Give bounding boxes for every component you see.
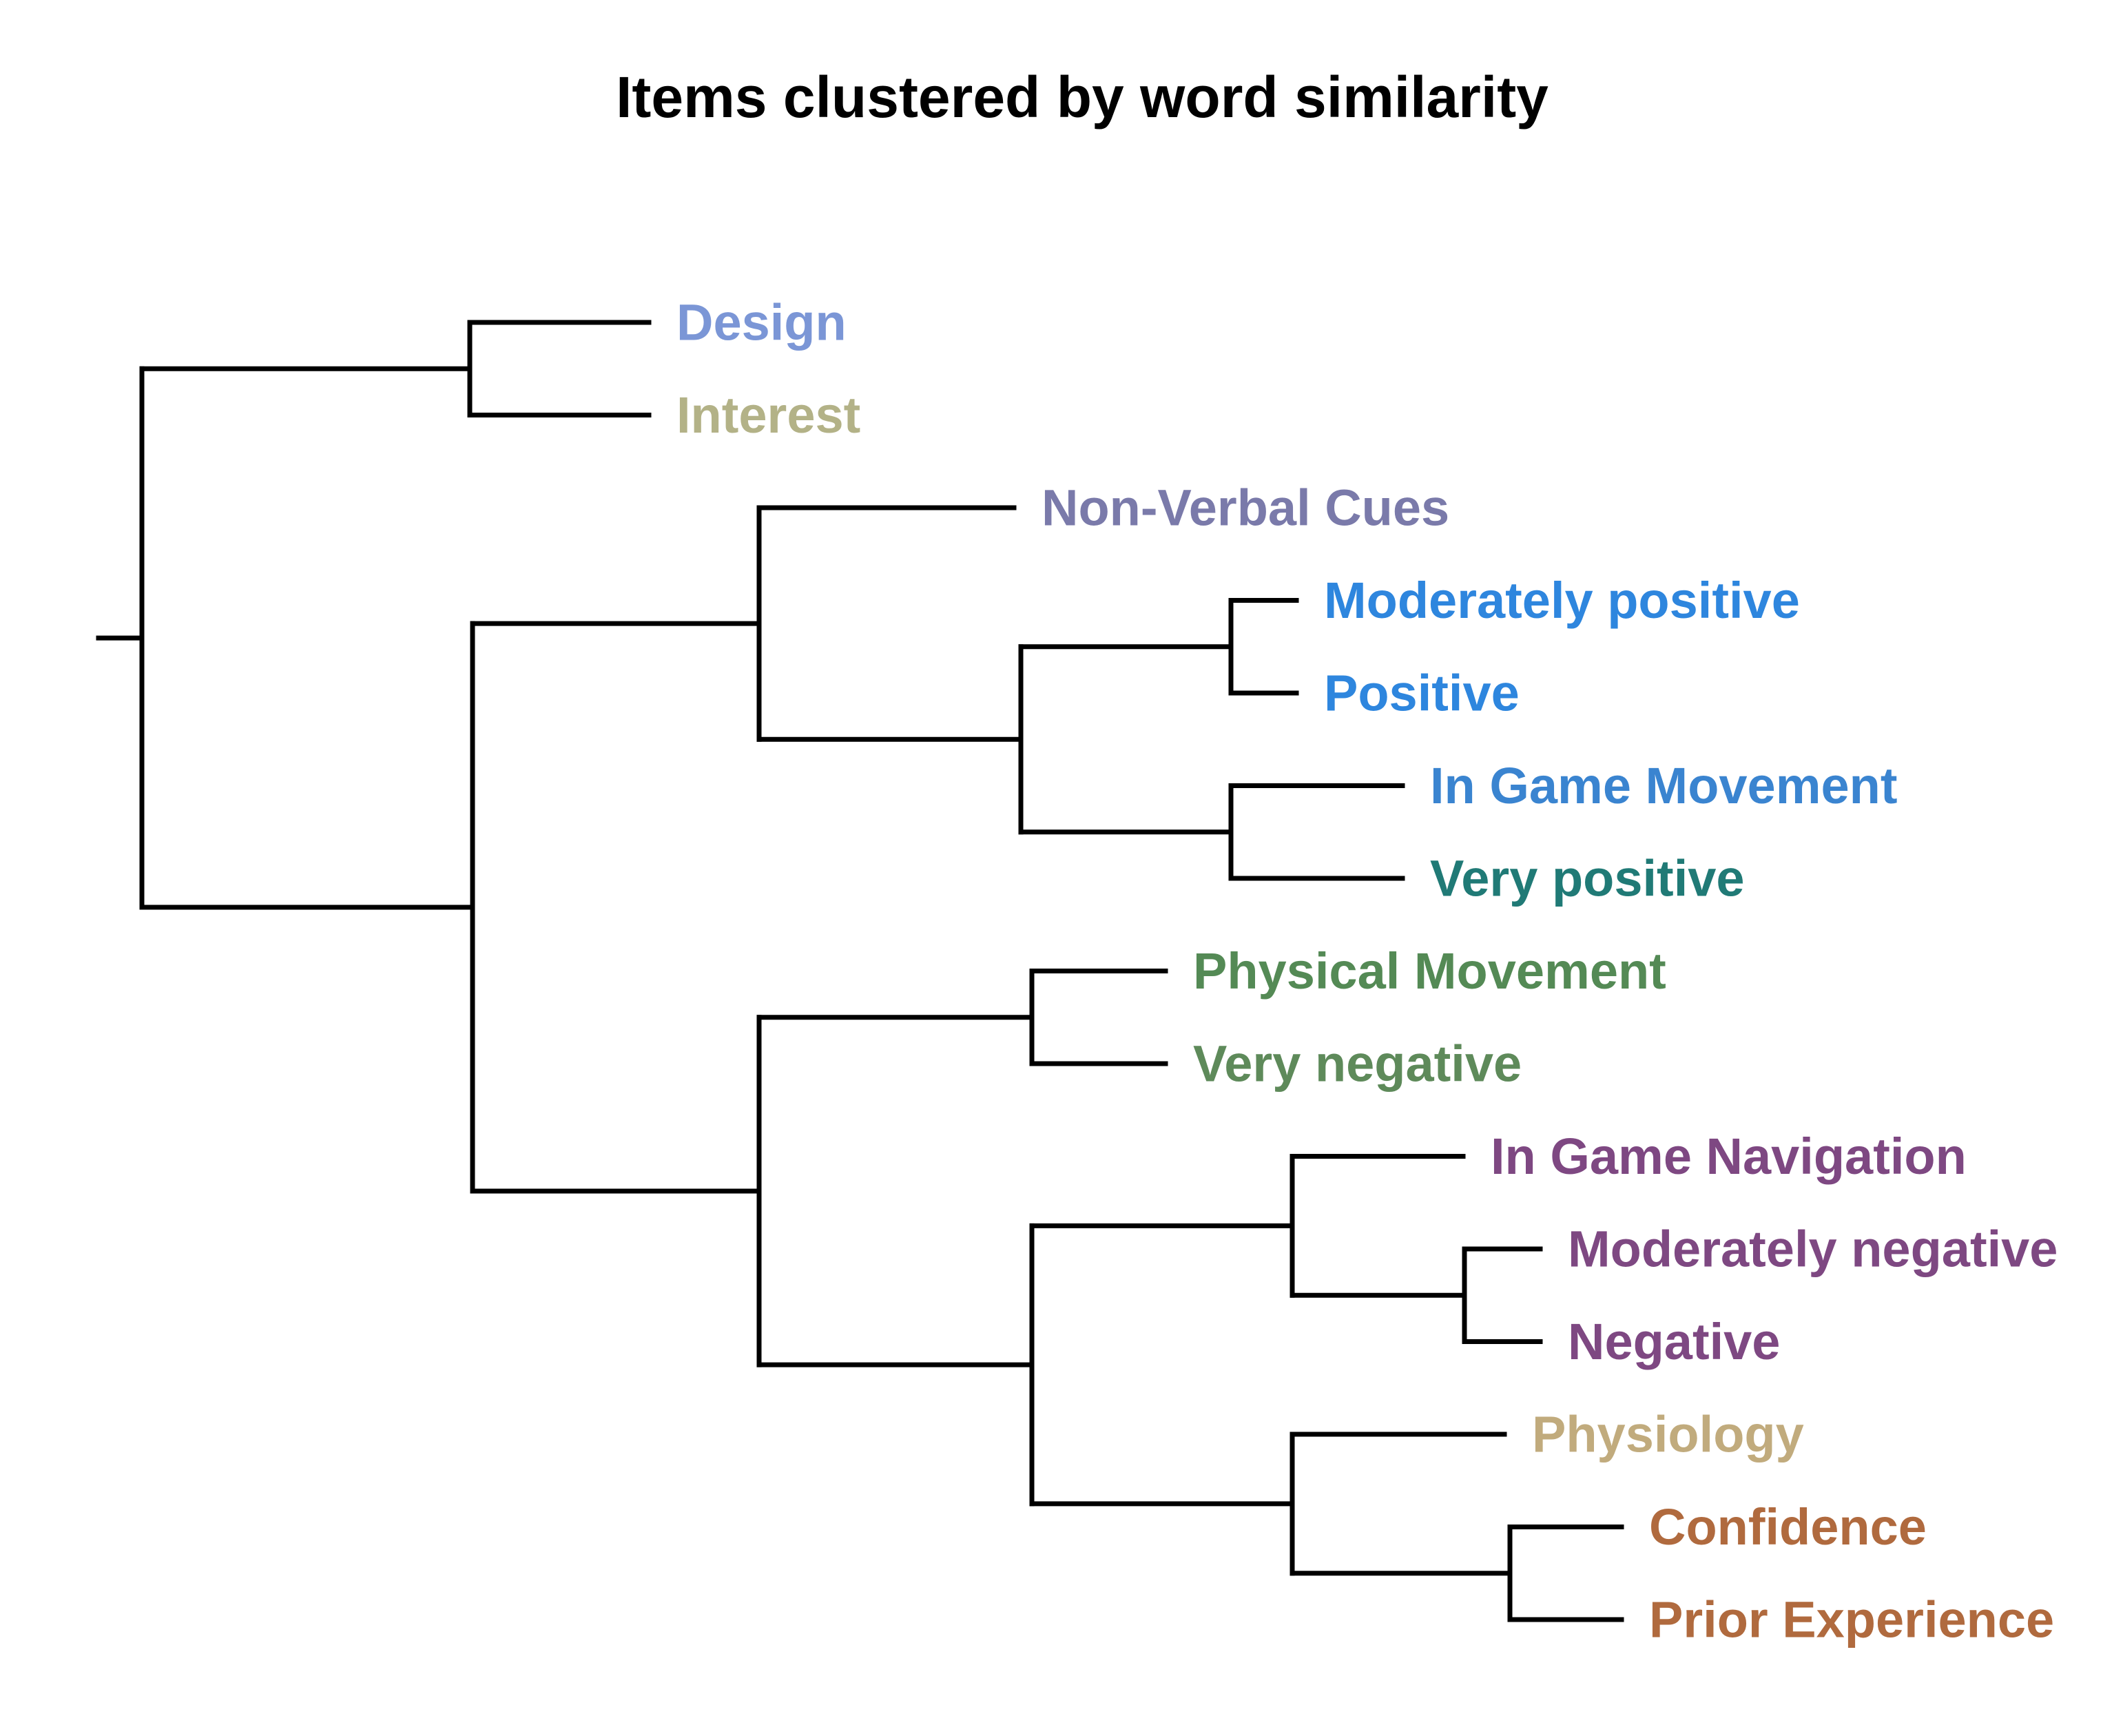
leaf-label-verypos: Very positive (1430, 850, 1745, 907)
leaf-label-ingamenav: In Game Navigation (1491, 1128, 1967, 1185)
leaf-label-nonverbal: Non-Verbal Cues (1042, 479, 1449, 537)
dendrogram-branches (96, 320, 1624, 1622)
leaf-label-confidence: Confidence (1649, 1498, 1927, 1556)
leaf-label-interest: Interest (676, 386, 860, 444)
figure-title: Items clustered by word similarity (616, 65, 1549, 130)
leaf-label-prior: Prior Experience (1649, 1591, 2054, 1649)
leaf-label-modpos: Moderately positive (1324, 572, 1800, 629)
leaf-label-physmove: Physical Movement (1193, 942, 1666, 1000)
leaf-label-physiology: Physiology (1532, 1406, 1804, 1463)
leaf-labels: Design Interest Non-Verbal Cues Moderately … (676, 294, 2058, 1649)
leaf-label-veryneg: Very negative (1193, 1035, 1522, 1093)
leaf-label-modneg: Moderately negative (1568, 1221, 2058, 1278)
leaf-label-positive: Positive (1324, 665, 1520, 722)
leaf-label-ingamemove: In Game Movement (1430, 757, 1898, 814)
leaf-label-design: Design (676, 294, 847, 351)
leaf-label-negative: Negative (1568, 1313, 1780, 1370)
